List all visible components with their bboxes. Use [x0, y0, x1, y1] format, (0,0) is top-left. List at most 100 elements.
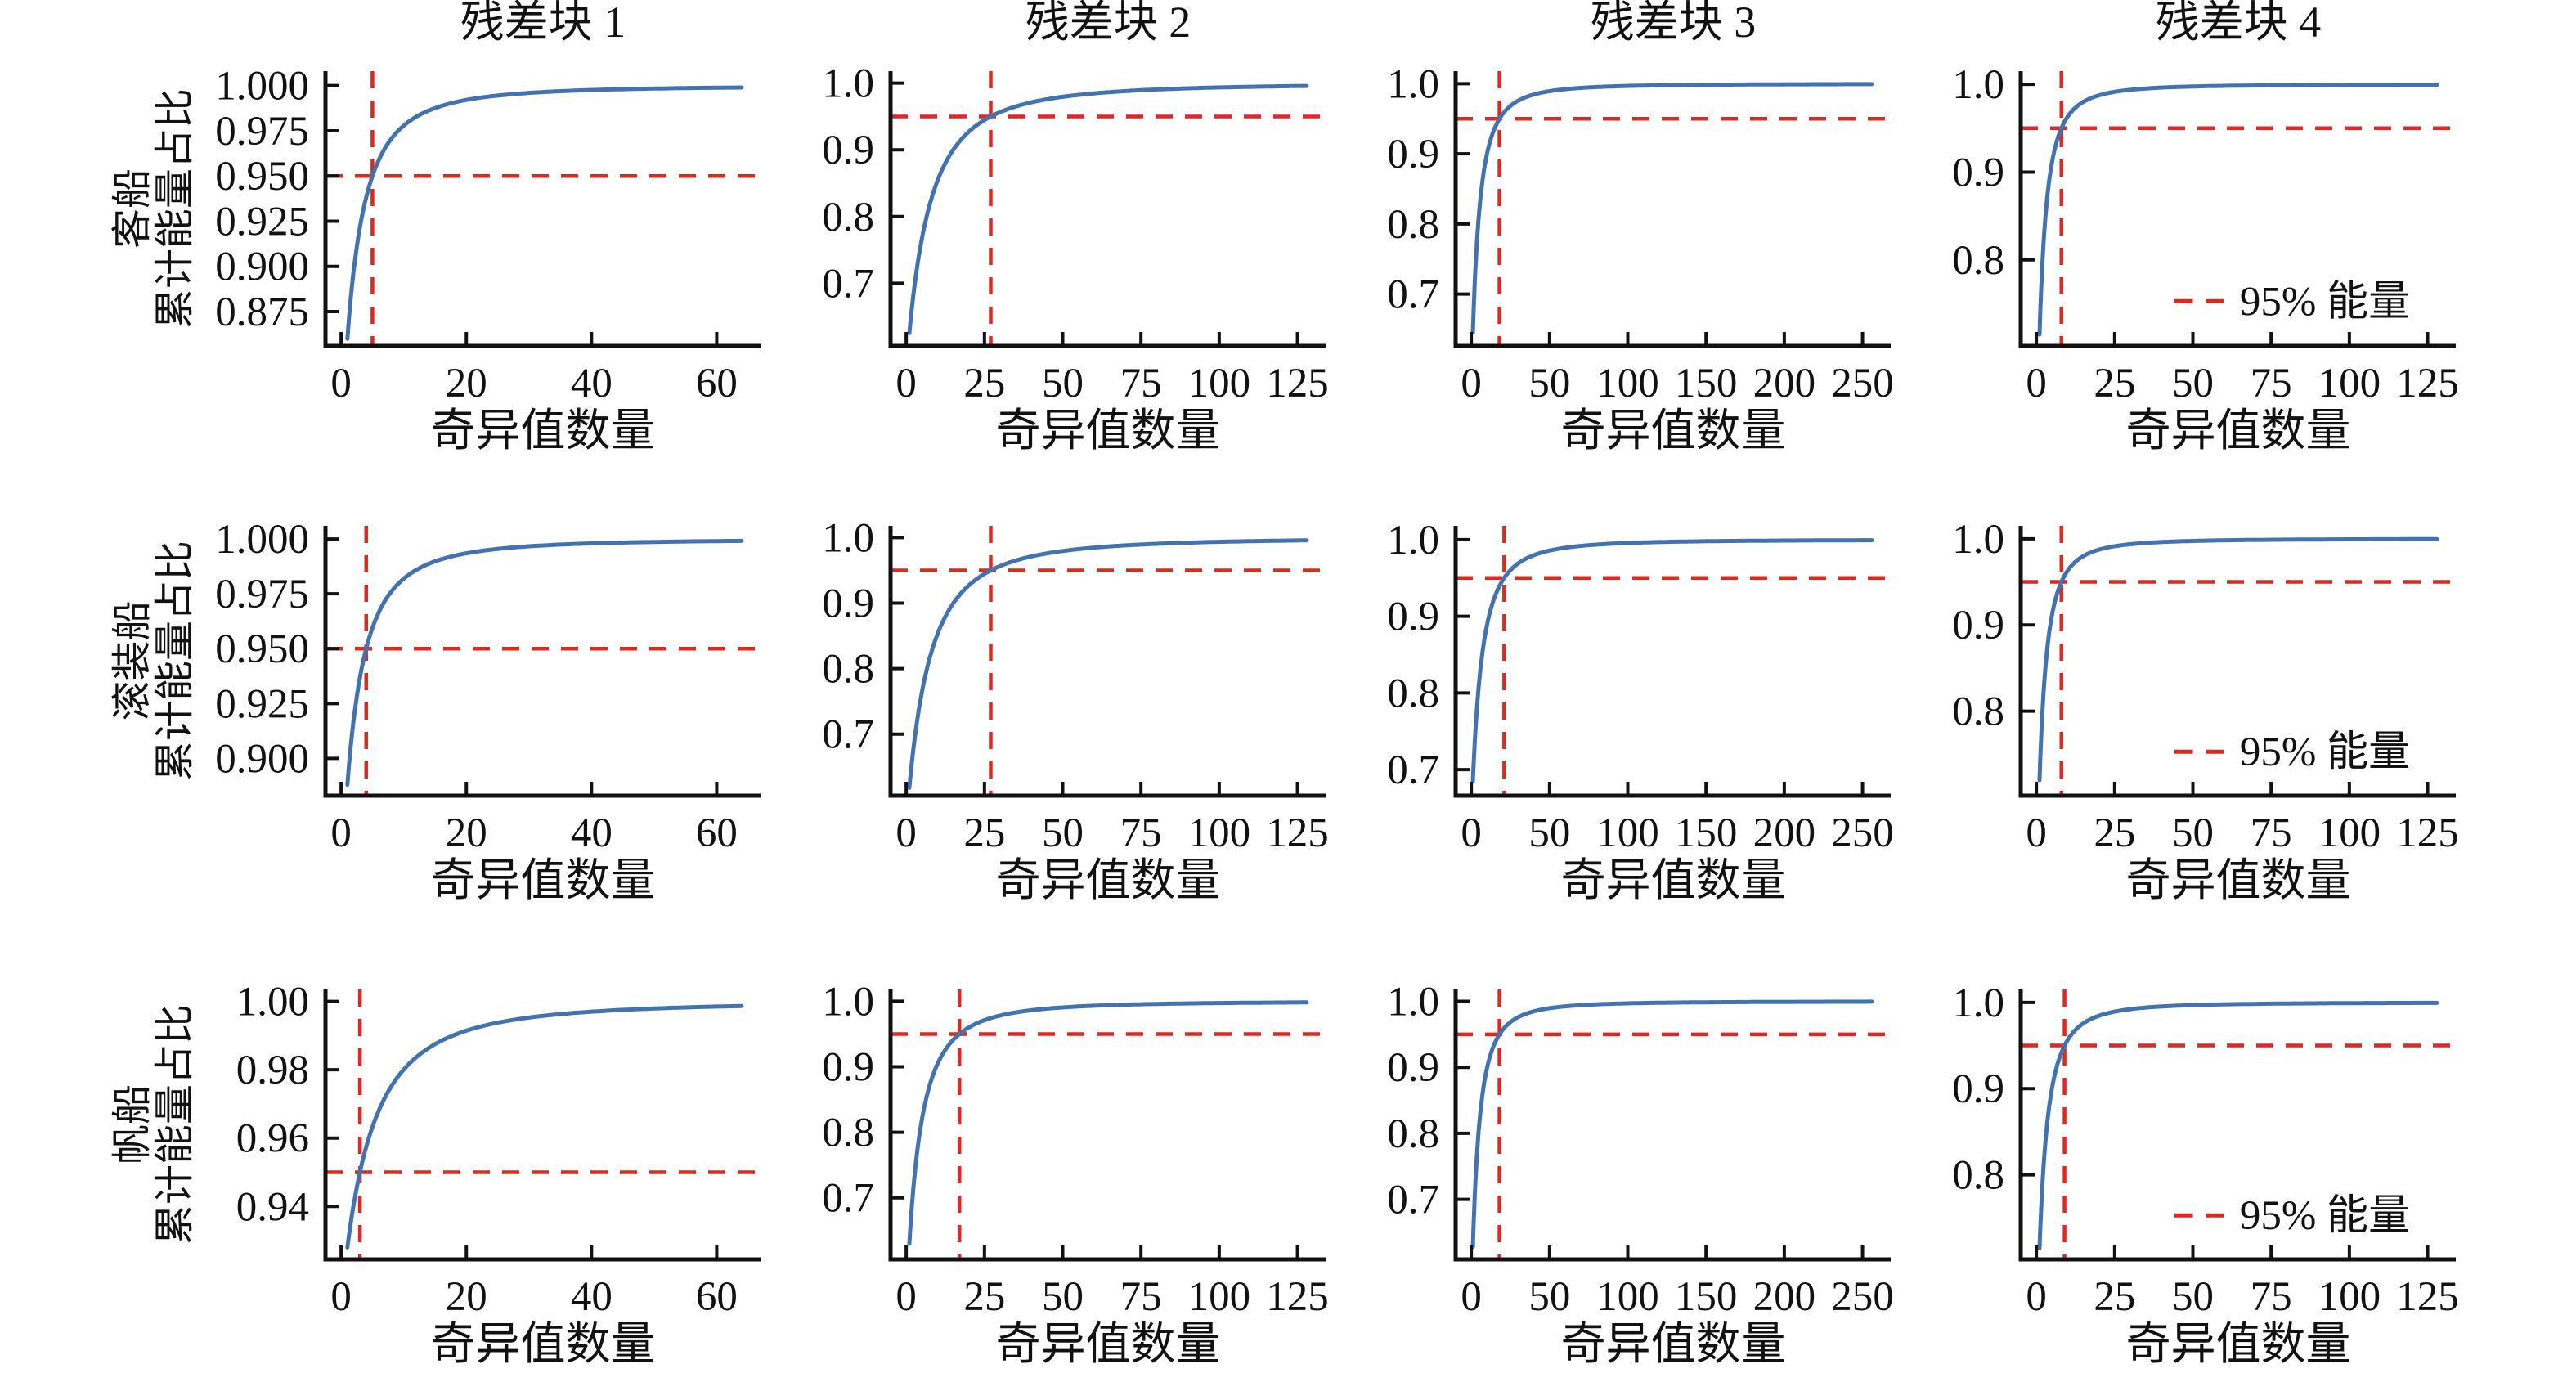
y-tick-label: 0.9	[1952, 1066, 2004, 1112]
x-tick-label: 0	[330, 361, 352, 406]
energy-curve	[2037, 1000, 2439, 1250]
legend-label: 95% 能量	[2240, 1193, 2410, 1239]
x-tick-label: 100	[2318, 361, 2381, 406]
y-tick-label: 0.8	[822, 195, 874, 240]
y-tick-label: 0.9	[822, 1045, 874, 1091]
energy-curve	[1470, 82, 1874, 335]
legend-label: 95% 能量	[2240, 279, 2410, 325]
x-axis-label: 奇异值数量	[995, 855, 1220, 905]
y-tick-label: 0.9	[1387, 132, 1439, 177]
y-tick-label: 0.8	[1952, 689, 2004, 735]
x-tick-label: 125	[1266, 1274, 1329, 1320]
x-tick-label: 20	[446, 1274, 487, 1320]
x-tick-label: 50	[2172, 1274, 2214, 1320]
x-tick-label: 250	[1831, 810, 1894, 856]
x-tick-label: 75	[2251, 810, 2292, 856]
subplot-滚装船-残差块 4: 0.8 0.9 1.0 0 25 50 75 100 125 奇异值数量 95% 能量	[1952, 517, 2459, 905]
axis-spines	[888, 989, 1326, 1262]
x-tick-label: 100	[1188, 361, 1251, 406]
energy-curve	[907, 1000, 1309, 1246]
energy-curve	[345, 85, 744, 341]
y-tick-label: 1.0	[1952, 980, 2004, 1026]
subplot-title: 残差块 1	[460, 0, 626, 47]
y-tick-label: 0.94	[236, 1184, 309, 1230]
subplot-title: 残差块 2	[1025, 0, 1192, 47]
x-axis-label: 奇异值数量	[430, 1319, 655, 1369]
y-axis-label-ship: 客船	[110, 168, 155, 249]
energy-curve	[2037, 536, 2439, 783]
y-tick-label: 0.900	[215, 245, 309, 290]
y-tick-label: 0.900	[215, 736, 309, 782]
y-tick-label: 0.8	[1387, 671, 1439, 716]
y-tick-label: 0.7	[1387, 272, 1439, 318]
axis-spines	[2018, 989, 2456, 1262]
x-tick-label: 100	[1596, 810, 1659, 856]
subplot-title: 残差块 3	[1591, 0, 1757, 47]
y-tick-label: 0.975	[215, 109, 309, 155]
x-tick-label: 200	[1753, 1274, 1816, 1320]
x-tick-label: 0	[330, 1274, 352, 1320]
y-tick-label: 1.0	[822, 979, 874, 1025]
x-tick-label: 60	[696, 810, 738, 856]
subplot-客船-残差块 3: 0.7 0.8 0.9 1.0 0 50 100 150 200 250 残差块 3 奇异值数量	[1387, 0, 1894, 455]
x-tick-label: 125	[2396, 810, 2459, 856]
axis-spines	[323, 526, 761, 798]
x-tick-label: 75	[2251, 1274, 2292, 1320]
y-tick-label: 0.9	[822, 581, 874, 627]
x-tick-label: 0	[895, 361, 917, 406]
x-axis-label: 奇异值数量	[2125, 855, 2350, 905]
y-tick-label: 0.9	[1952, 603, 2004, 648]
x-tick-label: 50	[1042, 1274, 1084, 1320]
subplot-帆船-残差块 4: 0.8 0.9 1.0 0 25 50 75 100 125 奇异值数量 95% 能量	[1952, 980, 2459, 1369]
x-tick-label: 50	[1528, 1274, 1570, 1320]
energy-curve	[907, 83, 1309, 335]
y-tick-label: 1.0	[1387, 518, 1439, 563]
energy-curve	[345, 538, 744, 787]
x-tick-label: 40	[571, 1274, 613, 1320]
x-tick-label: 75	[1120, 1274, 1162, 1320]
energy-curve	[2037, 83, 2439, 337]
y-tick-label: 0.9	[1387, 1045, 1439, 1091]
x-tick-label: 40	[571, 810, 613, 856]
subplot-客船-残差块 1: 0.8750.9000.9250.9500.9751.000 0 20 40 60 残差块…	[110, 0, 761, 455]
subplot-滚装船-残差块 3: 0.7 0.8 0.9 1.0 0 50 100 150 200 250 奇异值数量	[1387, 518, 1894, 905]
x-tick-label: 0	[2026, 1274, 2047, 1320]
subplot-滚装船-残差块 1: 0.900 0.925 0.950 0.975 1.000 0 20 40 60 奇异值数量 滚装船…	[110, 517, 761, 905]
x-tick-label: 25	[2094, 361, 2135, 406]
axis-spines	[323, 989, 761, 1262]
x-tick-label: 50	[1528, 810, 1570, 856]
y-tick-label: 0.9	[1387, 595, 1439, 640]
y-tick-label: 1.0	[1952, 62, 2004, 108]
x-tick-label: 50	[2172, 810, 2214, 856]
y-tick-label: 0.875	[215, 289, 309, 335]
x-tick-label: 75	[2251, 361, 2292, 406]
y-tick-label: 0.7	[1387, 747, 1439, 793]
x-axis-label: 奇异值数量	[1560, 1319, 1785, 1369]
x-axis-label: 奇异值数量	[1560, 855, 1785, 905]
y-tick-label: 0.950	[215, 626, 309, 672]
x-tick-label: 25	[2094, 810, 2135, 856]
y-tick-label: 0.8	[1952, 238, 2004, 284]
y-tick-label: 0.975	[215, 572, 309, 617]
legend-label: 95% 能量	[2240, 729, 2410, 775]
energy-curve	[1470, 999, 1874, 1250]
y-tick-label: 1.0	[1952, 517, 2004, 563]
x-axis-label: 奇异值数量	[430, 406, 655, 455]
axis-spines	[2018, 526, 2456, 798]
y-tick-label: 0.8	[822, 1111, 874, 1156]
subplot-滚装船-残差块 2: 0.7 0.8 0.9 1.0 0 25 50 75 100 125 奇异值数量	[822, 515, 1329, 905]
x-tick-label: 125	[2396, 1274, 2459, 1320]
y-tick-label: 1.0	[1387, 980, 1439, 1025]
x-tick-label: 40	[571, 361, 613, 406]
x-tick-label: 200	[1753, 361, 1816, 406]
y-tick-label: 0.7	[822, 712, 874, 758]
x-axis-label: 奇异值数量	[2125, 1319, 2350, 1369]
x-tick-label: 25	[963, 810, 1005, 856]
x-tick-label: 25	[2094, 1274, 2135, 1320]
y-tick-label: 1.000	[215, 64, 309, 110]
x-tick-label: 0	[1461, 810, 1482, 856]
x-tick-label: 100	[2318, 1274, 2381, 1320]
